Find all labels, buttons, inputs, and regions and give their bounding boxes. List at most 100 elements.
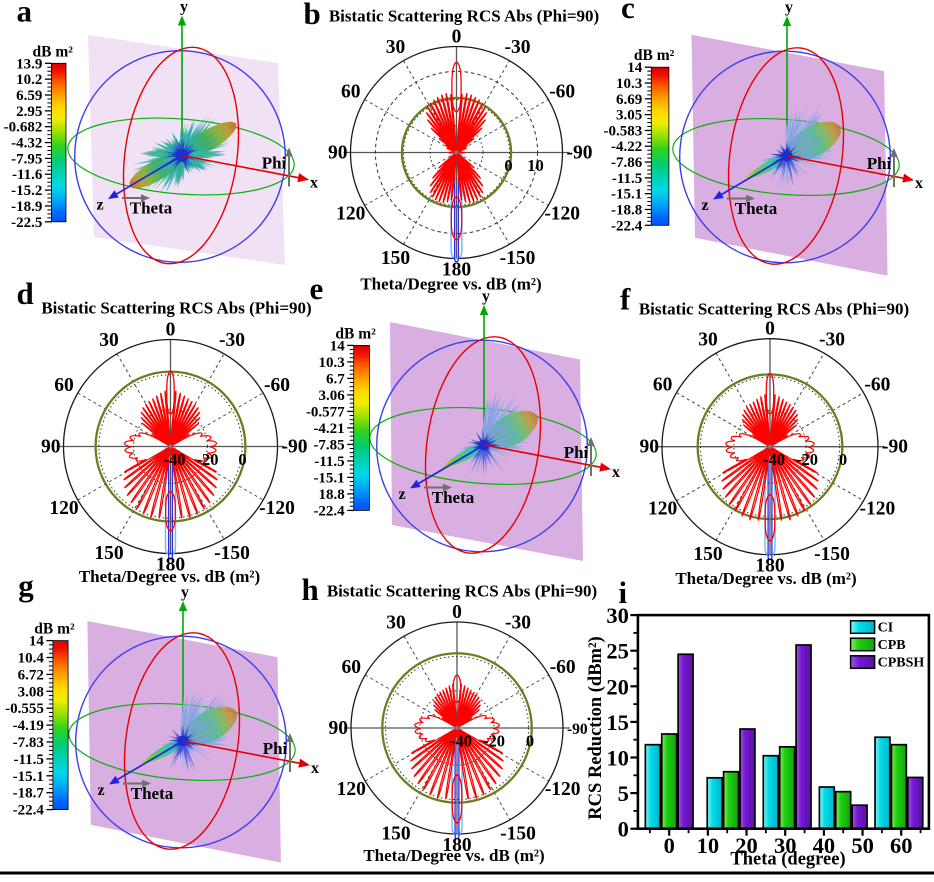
svg-text:10: 10 bbox=[697, 833, 720, 858]
svg-text:-150: -150 bbox=[214, 543, 250, 564]
svg-text:b: b bbox=[304, 0, 321, 31]
svg-text:-11.5: -11.5 bbox=[314, 454, 344, 470]
svg-text:-40: -40 bbox=[164, 450, 186, 469]
svg-text:-40: -40 bbox=[450, 732, 472, 751]
svg-text:-60: -60 bbox=[864, 375, 890, 396]
svg-text:3.08: 3.08 bbox=[18, 684, 44, 700]
svg-text:dB m²: dB m² bbox=[34, 621, 75, 638]
svg-text:Phi: Phi bbox=[262, 154, 287, 173]
svg-text:180: 180 bbox=[442, 260, 471, 281]
svg-text:-4.32: -4.32 bbox=[11, 136, 42, 152]
svg-text:180: 180 bbox=[156, 555, 185, 576]
svg-text:RCS Reduction (dBm²): RCS Reduction (dBm²) bbox=[586, 636, 606, 819]
svg-text:0: 0 bbox=[526, 732, 534, 751]
svg-text:30: 30 bbox=[386, 37, 406, 58]
svg-text:Phi: Phi bbox=[564, 443, 589, 462]
svg-text:-150: -150 bbox=[500, 824, 536, 845]
svg-text:25: 25 bbox=[606, 639, 629, 664]
svg-text:f: f bbox=[620, 282, 631, 317]
svg-text:13.9: 13.9 bbox=[16, 56, 42, 72]
svg-text:y: y bbox=[785, 0, 793, 16]
svg-text:Bistatic Scattering RCS Abs (P: Bistatic Scattering RCS Abs (Phi=90) bbox=[41, 299, 311, 318]
svg-text:dB m²: dB m² bbox=[634, 47, 675, 64]
svg-text:-30: -30 bbox=[505, 612, 531, 633]
svg-text:0: 0 bbox=[839, 450, 847, 469]
svg-text:10.2: 10.2 bbox=[16, 72, 42, 88]
svg-text:-30: -30 bbox=[219, 330, 245, 351]
svg-text:40: 40 bbox=[813, 833, 836, 858]
svg-text:-0.555: -0.555 bbox=[5, 701, 44, 717]
svg-text:-150: -150 bbox=[814, 544, 850, 565]
svg-text:x: x bbox=[311, 760, 319, 777]
svg-text:90: 90 bbox=[329, 718, 349, 739]
svg-text:i: i bbox=[619, 575, 628, 610]
svg-text:z: z bbox=[96, 197, 103, 214]
svg-text:60: 60 bbox=[54, 375, 74, 396]
svg-text:6.72: 6.72 bbox=[18, 667, 44, 683]
svg-text:20: 20 bbox=[735, 833, 758, 858]
svg-text:30: 30 bbox=[99, 330, 119, 351]
svg-text:Phi: Phi bbox=[263, 739, 288, 758]
svg-text:10: 10 bbox=[606, 746, 629, 771]
svg-text:-7.85: -7.85 bbox=[313, 437, 344, 453]
svg-text:10.3: 10.3 bbox=[318, 355, 344, 371]
svg-text:dB m²: dB m² bbox=[32, 43, 73, 60]
svg-text:-18.7: -18.7 bbox=[13, 786, 45, 802]
svg-text:-11.5: -11.5 bbox=[612, 171, 642, 187]
svg-text:3.05: 3.05 bbox=[616, 108, 642, 124]
svg-text:-15.1: -15.1 bbox=[313, 470, 344, 486]
svg-text:0: 0 bbox=[452, 602, 462, 623]
svg-text:-30: -30 bbox=[505, 37, 531, 58]
svg-text:6.59: 6.59 bbox=[16, 88, 42, 104]
svg-text:10.3: 10.3 bbox=[616, 76, 642, 92]
svg-text:-150: -150 bbox=[500, 248, 536, 269]
svg-text:-120: -120 bbox=[545, 779, 581, 800]
svg-text:g: g bbox=[18, 568, 34, 603]
svg-text:-4.22: -4.22 bbox=[611, 139, 642, 155]
svg-text:-90: -90 bbox=[282, 437, 308, 458]
svg-text:0: 0 bbox=[504, 156, 512, 175]
svg-text:14: 14 bbox=[627, 60, 643, 76]
svg-text:Phi: Phi bbox=[867, 154, 892, 173]
svg-text:14: 14 bbox=[29, 634, 45, 650]
svg-text:0: 0 bbox=[238, 450, 246, 469]
svg-text:-120: -120 bbox=[544, 204, 580, 225]
svg-text:-90: -90 bbox=[567, 721, 588, 738]
svg-text:y: y bbox=[482, 288, 490, 305]
svg-text:Theta: Theta bbox=[735, 199, 778, 218]
svg-text:Bistatic Scattering RCS Abs (P: Bistatic Scattering RCS Abs (Phi=90) bbox=[639, 300, 909, 319]
svg-text:10: 10 bbox=[527, 156, 544, 175]
svg-text:-22.5: -22.5 bbox=[11, 215, 42, 231]
svg-text:-60: -60 bbox=[264, 375, 290, 396]
svg-text:Theta: Theta bbox=[432, 488, 475, 507]
svg-text:-18.8: -18.8 bbox=[611, 203, 642, 219]
svg-text:Theta/Degree vs. dB (m²): Theta/Degree vs. dB (m²) bbox=[79, 567, 260, 586]
svg-text:60: 60 bbox=[890, 833, 913, 858]
svg-text:-20: -20 bbox=[796, 450, 818, 469]
svg-text:0: 0 bbox=[664, 833, 675, 858]
svg-text:h: h bbox=[302, 572, 319, 607]
svg-text:90: 90 bbox=[640, 437, 660, 458]
svg-text:-11.6: -11.6 bbox=[12, 167, 43, 183]
svg-text:180: 180 bbox=[755, 556, 784, 577]
svg-text:30: 30 bbox=[606, 603, 629, 628]
svg-text:-4.21: -4.21 bbox=[313, 421, 344, 437]
svg-text:90: 90 bbox=[328, 143, 348, 164]
svg-text:z: z bbox=[701, 197, 708, 214]
svg-text:2.95: 2.95 bbox=[16, 104, 42, 120]
svg-text:Theta: Theta bbox=[131, 784, 174, 803]
svg-text:d: d bbox=[17, 276, 34, 311]
svg-text:90: 90 bbox=[41, 437, 61, 458]
svg-text:14: 14 bbox=[330, 338, 346, 354]
svg-text:CI: CI bbox=[878, 621, 894, 636]
svg-text:20: 20 bbox=[606, 674, 629, 699]
svg-text:-7.86: -7.86 bbox=[611, 155, 643, 171]
svg-text:60: 60 bbox=[342, 657, 362, 678]
svg-text:-0.577: -0.577 bbox=[306, 404, 345, 420]
svg-text:y: y bbox=[181, 584, 189, 601]
svg-text:-0.682: -0.682 bbox=[4, 120, 43, 136]
svg-text:Theta (degree): Theta (degree) bbox=[730, 850, 845, 870]
svg-text:CPB: CPB bbox=[878, 638, 906, 653]
svg-text:-4.19: -4.19 bbox=[13, 718, 44, 734]
svg-text:-15.2: -15.2 bbox=[11, 183, 42, 199]
